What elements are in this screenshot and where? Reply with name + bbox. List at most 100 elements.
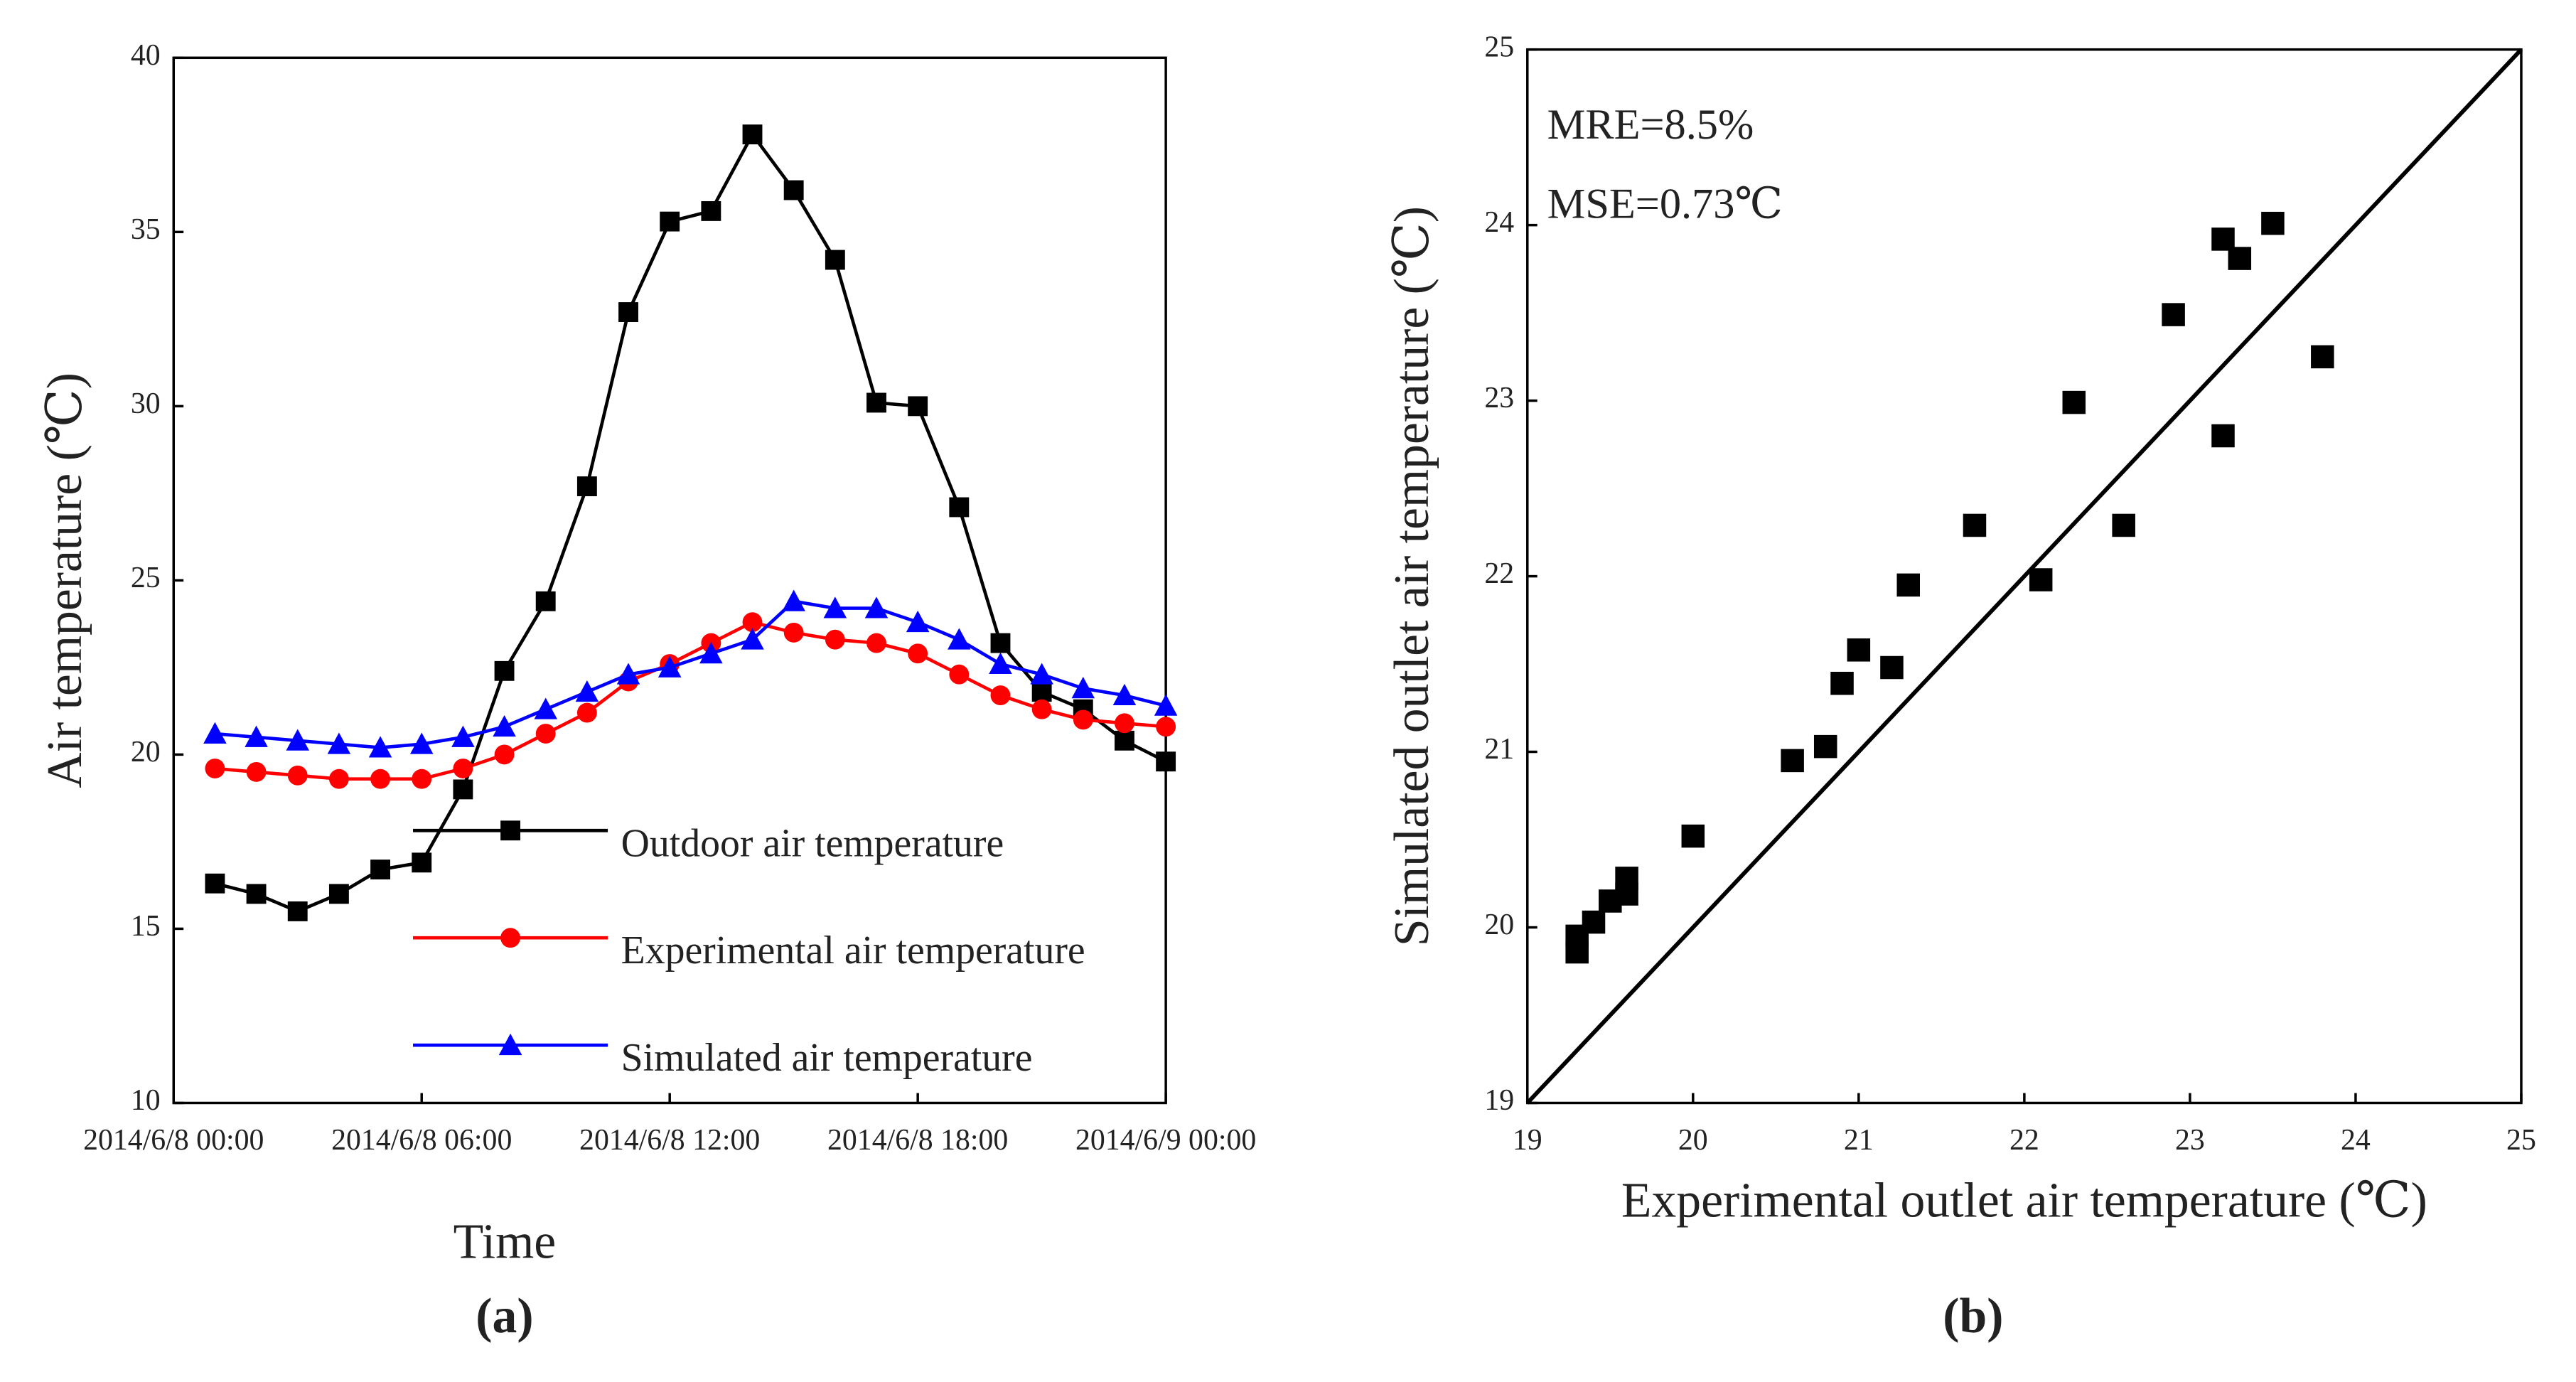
y-tick-label: 10 [131,1084,161,1117]
y-tick-label: 30 [131,387,161,420]
marker [1896,573,1921,597]
marker [576,702,597,723]
marker [203,722,227,744]
marker [205,759,225,778]
legend-marker [500,928,520,948]
marker [1071,677,1095,699]
series-line [214,131,1167,914]
y-tick-label: 20 [1484,909,1514,941]
marker [1565,940,1589,964]
marker [908,396,928,417]
x-tick-label: 2014/6/9 00:00 [1075,1124,1256,1157]
y-tick-label: 35 [131,213,161,246]
marker [287,901,308,921]
marker [616,663,640,685]
marker [866,392,886,413]
x-tick-label: 24 [2341,1124,2371,1157]
x-tick-label: 25 [2506,1124,2536,1157]
y-axis-label: Simulated outlet air temperature (℃) [1385,206,1439,946]
marker [286,729,309,751]
marker [2228,247,2252,270]
marker [908,643,928,664]
x-axis-label: Experimental outlet air temperature (℃) [1621,1173,2427,1228]
y-tick-label: 21 [1484,733,1514,766]
marker [1115,730,1134,751]
legend-marker [500,820,520,841]
x-axis-label: Time [454,1215,557,1270]
marker [370,768,390,789]
marker [1830,671,1854,695]
marker [701,200,721,221]
y-tick-label: 15 [131,910,161,943]
x-tick-label: 2014/6/8 06:00 [331,1124,512,1157]
marker [493,714,516,737]
x-tick-label: 21 [1844,1124,1874,1157]
marker [823,596,847,618]
marker [1681,824,1705,848]
marker [287,765,308,786]
marker [576,476,597,497]
y-tick-label: 20 [131,736,161,768]
marker [328,768,349,789]
y-axis-label: Air temperature (℃) [38,373,92,788]
y-tick-label: 25 [1484,31,1514,63]
marker [412,852,432,873]
y-tick-label: 40 [131,39,161,72]
x-tick-label: 2014/6/8 18:00 [827,1124,1008,1157]
marker [825,250,845,270]
marker [1154,694,1178,716]
x-tick-label: 2014/6/8 12:00 [579,1124,760,1157]
marker [1115,713,1134,734]
marker [2311,345,2334,369]
marker [1813,734,1837,759]
marker [1963,513,1987,537]
marker [658,655,682,677]
marker [1582,910,1606,934]
marker [1031,682,1052,702]
marker [906,610,930,633]
marker [948,628,971,650]
y-tick-label: 24 [1484,206,1514,239]
caption: (b) [1943,1289,2003,1344]
marker [327,732,351,754]
marker [1781,749,1804,773]
annotation: MSE=0.73℃ [1547,181,1783,228]
marker [535,724,556,744]
marker [246,761,267,782]
marker [989,652,1012,674]
annotation: MRE=8.5% [1547,101,1754,149]
y-tick-label: 19 [1484,1084,1514,1117]
marker [2062,390,2086,414]
y-tick-label: 22 [1484,557,1514,590]
marker [866,633,886,653]
legend-label: Simulated air temperature [621,1036,1033,1080]
marker [575,680,599,702]
marker [535,591,556,611]
reference-line [1525,48,2523,1105]
x-tick-label: 19 [1513,1124,1542,1157]
marker [699,642,723,664]
marker [1156,751,1176,772]
marker [949,497,970,518]
x-tick-label: 20 [1678,1124,1708,1157]
caption: (a) [476,1289,533,1344]
marker [990,633,1011,653]
marker [2112,513,2135,537]
marker [783,180,804,200]
marker [205,873,225,894]
legend-marker [498,1033,522,1056]
marker [2029,568,2053,591]
marker [1112,683,1137,706]
marker [825,629,845,650]
series-line [215,620,1166,781]
marker [1030,663,1053,685]
marker [2261,211,2285,235]
marker [453,779,473,800]
marker [370,859,390,880]
marker [368,736,392,758]
legend-label: Outdoor air temperature [621,821,1004,865]
marker [742,612,763,633]
marker [2211,424,2235,448]
marker [245,725,268,747]
marker [534,697,557,719]
